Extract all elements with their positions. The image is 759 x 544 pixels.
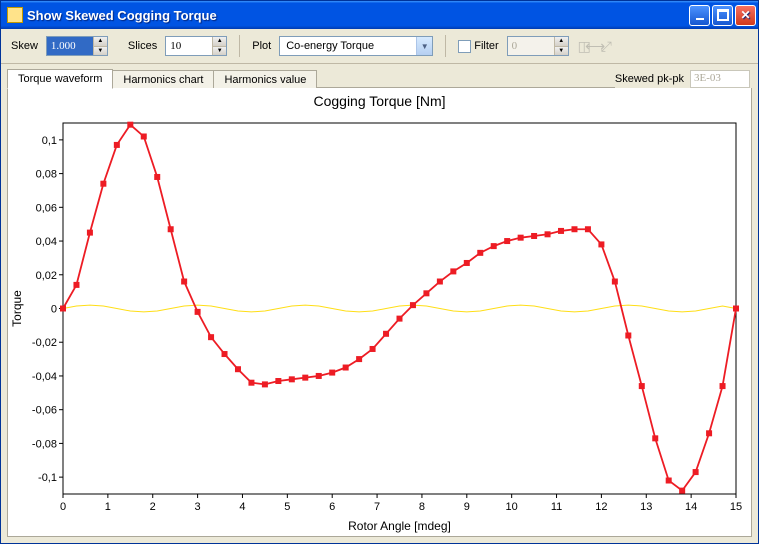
svg-text:0,02: 0,02: [36, 270, 57, 282]
plot-dropdown[interactable]: Co-energy Torque ▼: [279, 36, 433, 56]
close-button[interactable]: [735, 5, 756, 26]
svg-text:10: 10: [506, 501, 518, 513]
titlebar: Show Skewed Cogging Torque: [1, 1, 758, 29]
separator: [239, 35, 240, 57]
svg-text:0,1: 0,1: [42, 135, 57, 147]
svg-text:0: 0: [51, 304, 57, 316]
minimize-button[interactable]: [689, 5, 710, 26]
slices-input-field[interactable]: [166, 37, 212, 55]
pkpk-group: Skewed pk-pk 3E-03: [615, 70, 752, 88]
plot-label: Plot: [252, 40, 271, 52]
window-controls: [689, 5, 756, 26]
chevron-down-icon[interactable]: ▼: [416, 37, 432, 55]
window-title: Show Skewed Cogging Torque: [27, 8, 689, 23]
chart-tool-icon[interactable]: ⤢: [601, 37, 612, 55]
svg-text:0,08: 0,08: [36, 169, 57, 181]
skew-input-field[interactable]: [47, 37, 93, 55]
slices-label: Slices: [128, 40, 157, 52]
svg-text:5: 5: [284, 501, 290, 513]
chart-tool-icon[interactable]: ⟷: [590, 37, 601, 55]
tab-harmonics-chart[interactable]: Harmonics chart: [112, 70, 214, 89]
window: Show Skewed Cogging Torque Skew ▲▼ Slice…: [0, 0, 759, 544]
svg-text:6: 6: [329, 501, 335, 513]
svg-text:2: 2: [150, 501, 156, 513]
tab-harmonics-value[interactable]: Harmonics value: [213, 70, 317, 89]
chart-svg: Cogging Torque [Nm] Torque Rotor Angle [md…: [8, 88, 751, 536]
filter-checkbox[interactable]: Filter: [458, 40, 498, 53]
svg-text:-0,02: -0,02: [32, 337, 57, 349]
svg-text:1: 1: [105, 501, 111, 513]
svg-text:Cogging Torque [Nm]: Cogging Torque [Nm]: [313, 93, 445, 109]
skew-input[interactable]: ▲▼: [46, 36, 108, 56]
skew-label: Skew: [11, 40, 38, 52]
svg-text:7: 7: [374, 501, 380, 513]
tabs-row: Torque waveformHarmonics chartHarmonics …: [1, 64, 758, 88]
svg-text:12: 12: [595, 501, 607, 513]
svg-text:4: 4: [239, 501, 245, 513]
svg-text:14: 14: [685, 501, 697, 513]
toolbar: Skew ▲▼ Slices ▲▼ Plot Co-energy Torque …: [1, 29, 758, 64]
filter-input: ▲▼: [507, 36, 569, 56]
tab-torque-waveform[interactable]: Torque waveform: [7, 69, 113, 89]
plot-selected: Co-energy Torque: [280, 40, 416, 52]
pkpk-label: Skewed pk-pk: [615, 73, 684, 85]
chart-toolbar-icons: ◫ ⟷ ⤢: [579, 37, 612, 55]
chart-area: Cogging Torque [Nm] Torque Rotor Angle [md…: [7, 88, 752, 537]
app-icon: [7, 7, 23, 23]
filter-checkbox-box[interactable]: [458, 40, 471, 53]
svg-text:11: 11: [551, 501, 562, 513]
svg-text:8: 8: [419, 501, 425, 513]
svg-text:-0,06: -0,06: [32, 405, 57, 417]
svg-text:Torque: Torque: [10, 290, 24, 327]
slices-spinner[interactable]: ▲▼: [212, 37, 226, 55]
svg-text:0,04: 0,04: [36, 236, 57, 248]
svg-text:Rotor Angle [mdeg]: Rotor Angle [mdeg]: [348, 519, 451, 533]
svg-text:13: 13: [640, 501, 652, 513]
filter-spinner: ▲▼: [554, 37, 568, 55]
filter-input-field: [508, 37, 554, 55]
skew-spinner[interactable]: ▲▼: [93, 37, 107, 55]
svg-text:-0,08: -0,08: [32, 438, 57, 450]
pkpk-value: 3E-03: [690, 70, 750, 88]
svg-text:15: 15: [730, 501, 742, 513]
svg-text:9: 9: [464, 501, 470, 513]
filter-label: Filter: [474, 40, 498, 52]
separator: [445, 35, 446, 57]
maximize-button[interactable]: [712, 5, 733, 26]
slices-input[interactable]: ▲▼: [165, 36, 227, 56]
svg-text:0: 0: [60, 501, 66, 513]
svg-text:0,06: 0,06: [36, 202, 57, 214]
svg-text:-0,04: -0,04: [32, 371, 57, 383]
svg-text:3: 3: [195, 501, 201, 513]
svg-text:-0,1: -0,1: [38, 472, 57, 484]
